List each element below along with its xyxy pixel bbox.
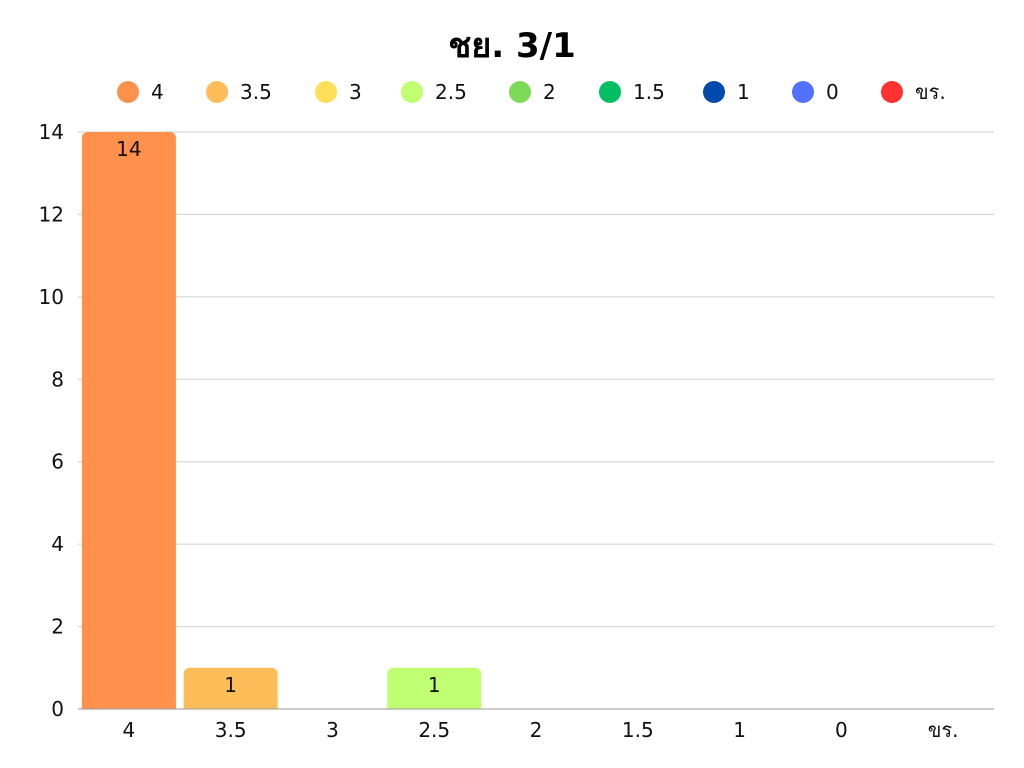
x-tick-label: 2 [530,718,543,742]
y-tick-label: 4 [51,532,64,556]
y-tick-label: 2 [51,615,64,639]
legend-label: 1 [737,80,750,104]
legend-swatch [881,81,903,103]
chart-title: ชย. 3/1 [448,26,576,66]
y-tick-label: 0 [51,697,64,721]
legend-label: ขร. [915,80,946,104]
x-tick-label: 2.5 [418,718,450,742]
bars: 14 1 1 [81,132,482,709]
legend-swatch [599,81,621,103]
legend-swatch [117,81,139,103]
y-tick-label: 12 [39,202,64,226]
legend-label: 3 [349,80,362,104]
x-tick-label: 4 [123,718,136,742]
x-tick-label: 1 [733,718,746,742]
y-tick-label: 6 [51,450,64,474]
legend-swatch [315,81,337,103]
legend: 4 3.5 3 2.5 2 1.5 1 0 ขร. [117,80,946,104]
x-tick-label: ขร. [928,718,959,742]
legend-swatch [509,81,531,103]
gridlines [78,131,994,628]
legend-label: 0 [826,80,839,104]
data-label: 1 [428,673,441,697]
legend-label: 2.5 [435,80,467,104]
x-tick-label: 3 [326,718,339,742]
data-label: 14 [116,137,141,161]
legend-swatch [401,81,423,103]
y-tick-label: 10 [39,285,64,309]
legend-swatch [703,81,725,103]
bar-base [81,701,176,709]
legend-label: 3.5 [240,80,272,104]
bar [183,667,278,709]
legend-label: 2 [543,80,556,104]
legend-label: 1.5 [633,80,665,104]
y-tick-label: 8 [51,367,64,391]
x-tick-label: 1.5 [622,718,654,742]
bar [81,132,176,709]
bar-base [183,701,278,709]
legend-swatch [206,81,228,103]
legend-label: 4 [151,80,164,104]
bar [387,667,482,709]
bar-base [387,701,482,709]
data-label: 1 [224,673,237,697]
legend-swatch [792,81,814,103]
y-tick-label: 14 [39,120,64,144]
x-tick-label: 3.5 [215,718,247,742]
x-tick-label: 0 [835,718,848,742]
